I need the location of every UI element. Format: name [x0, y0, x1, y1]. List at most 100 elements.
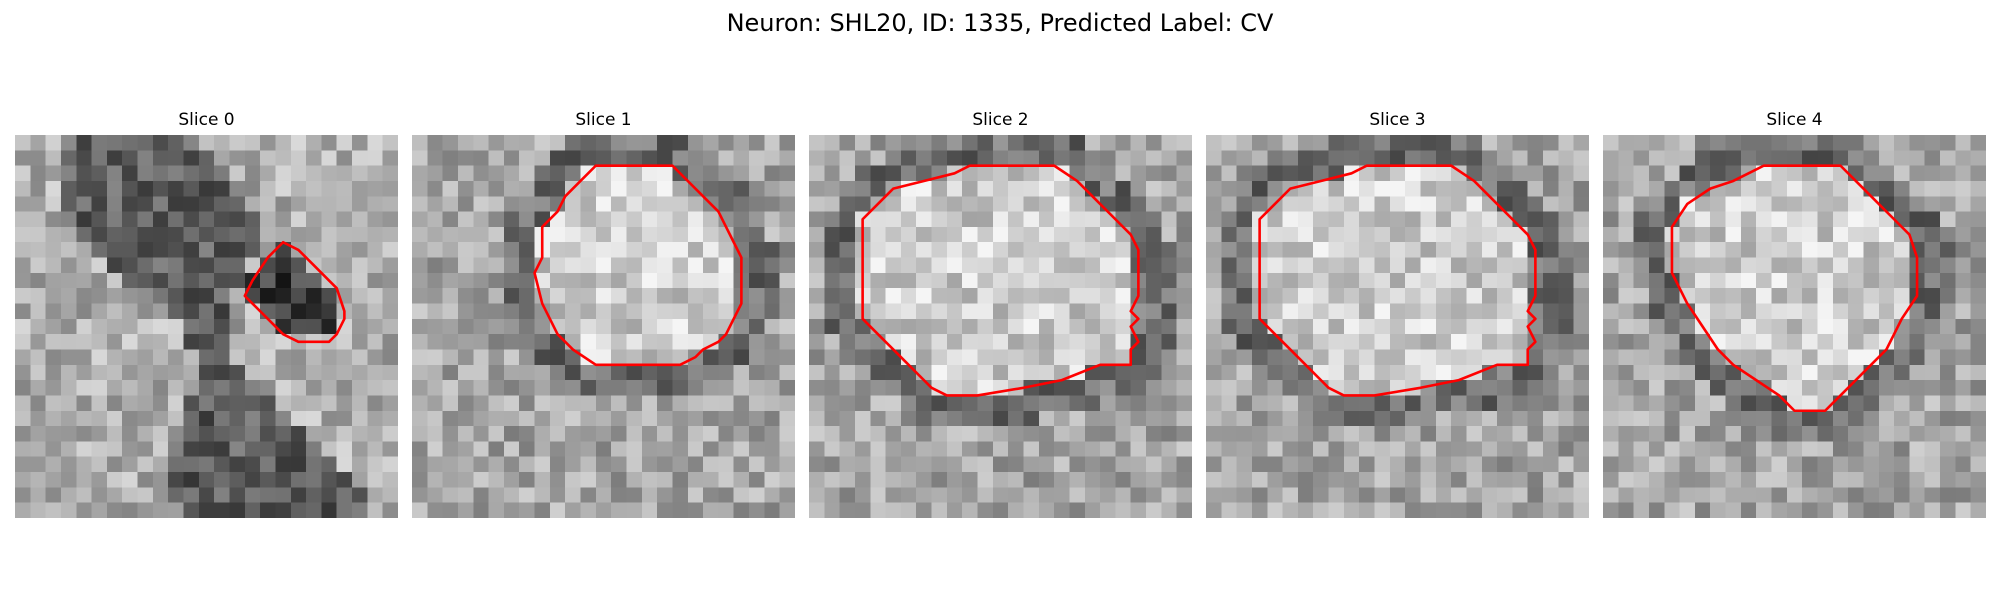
pixel [488, 318, 505, 335]
pixel [30, 502, 46, 518]
pixel [1527, 410, 1544, 427]
pixel [1267, 502, 1283, 518]
pixel [1832, 211, 1849, 228]
pixel [1023, 395, 1040, 412]
pixel [718, 135, 735, 151]
pixel [1221, 211, 1237, 228]
pixel [565, 456, 581, 473]
pixel [15, 502, 31, 518]
pixel [611, 364, 627, 381]
pixel [1251, 318, 1268, 335]
pixel [1878, 426, 1895, 442]
pixel [657, 226, 673, 243]
pixel [595, 334, 612, 350]
pixel [1940, 364, 1956, 381]
pixel [60, 303, 77, 320]
pixel [503, 226, 520, 243]
pixel [473, 487, 489, 503]
pixel [870, 272, 886, 289]
pixel [900, 487, 917, 503]
pixel [1694, 211, 1711, 228]
pixel [1146, 334, 1162, 350]
pixel [1863, 334, 1880, 350]
pixel [1527, 395, 1544, 412]
pixel [1054, 487, 1070, 503]
pixel [168, 165, 184, 182]
pixel [580, 196, 597, 212]
pixel [900, 242, 917, 258]
pixel [854, 364, 871, 381]
pixel [1527, 150, 1544, 166]
pixel [352, 180, 368, 197]
pixel [367, 395, 383, 412]
pixel [1802, 135, 1818, 151]
pixel [992, 242, 1009, 258]
pixel [962, 211, 978, 228]
pixel [60, 456, 77, 473]
pixel [1664, 180, 1680, 197]
pixel [260, 364, 276, 381]
pixel [214, 288, 230, 304]
pixel [1115, 487, 1132, 503]
pixel [457, 180, 474, 197]
pixel [1236, 349, 1253, 366]
pixel [1069, 226, 1086, 243]
pixel [1221, 334, 1237, 350]
pixel [1405, 272, 1421, 289]
pixel [1664, 334, 1680, 350]
pixel [687, 487, 704, 503]
pixel [382, 318, 398, 335]
pixel [60, 135, 77, 151]
pixel [824, 334, 840, 350]
pixel [244, 395, 261, 412]
pixel [1894, 211, 1910, 228]
pixel [931, 135, 948, 151]
pixel [152, 380, 169, 396]
pixel [1924, 318, 1941, 335]
pixel [367, 242, 383, 258]
pixel [275, 502, 292, 518]
pixel [626, 272, 643, 289]
pixel [15, 472, 31, 488]
pixel [275, 165, 292, 182]
pixel [1817, 242, 1834, 258]
pixel [122, 395, 138, 412]
pixel [168, 242, 184, 258]
pixel [15, 257, 31, 274]
pixel [352, 288, 368, 304]
pixel [809, 410, 825, 427]
pixel [1115, 364, 1132, 381]
pixel [30, 150, 46, 166]
pixel [931, 226, 948, 243]
pixel [1512, 226, 1529, 243]
pixel [1236, 334, 1253, 350]
pixel [733, 303, 750, 320]
pixel [1389, 135, 1406, 151]
pixel [1740, 135, 1757, 151]
pixel [1282, 196, 1299, 212]
pixel [1543, 426, 1559, 442]
pixel [839, 196, 856, 212]
pixel [1466, 272, 1483, 289]
pixel [992, 135, 1009, 151]
pixel [931, 272, 948, 289]
pixel [1924, 196, 1941, 212]
pixel [1374, 257, 1391, 274]
pixel [106, 456, 123, 473]
pixel [1863, 180, 1880, 197]
pixel [1328, 410, 1345, 427]
pixel [1573, 441, 1589, 458]
pixel [962, 150, 978, 166]
pixel [1146, 242, 1162, 258]
pixel [1771, 441, 1788, 458]
pixel [657, 180, 673, 197]
pixel [1694, 303, 1711, 320]
pixel [183, 272, 200, 289]
pixel [1267, 272, 1283, 289]
pixel [290, 364, 307, 381]
pixel [1527, 349, 1544, 366]
pixel [1694, 150, 1711, 166]
pixel [672, 395, 689, 412]
pixel [1648, 410, 1665, 427]
pixel [749, 150, 765, 166]
